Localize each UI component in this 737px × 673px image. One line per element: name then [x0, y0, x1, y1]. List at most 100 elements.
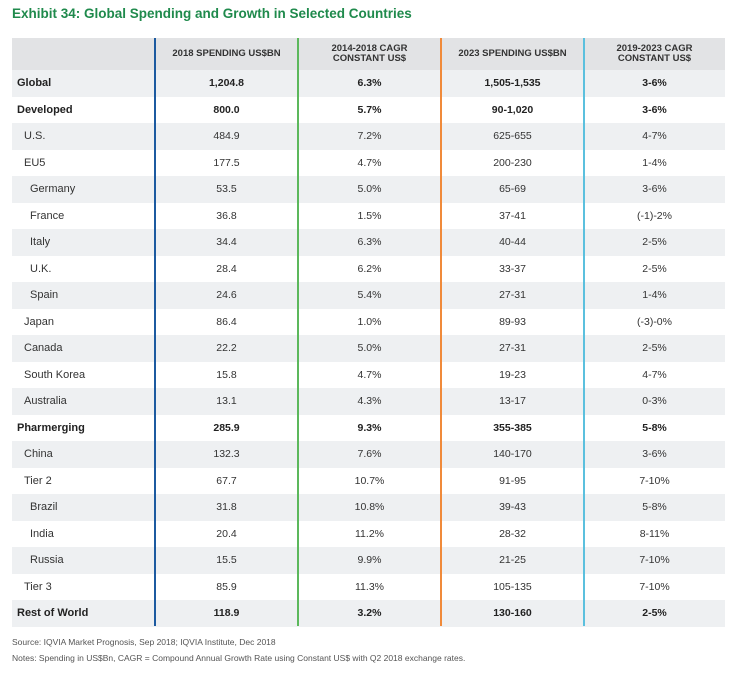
table-row: U.K. 28.4 6.2% 33-37 2-5% — [12, 256, 725, 283]
spending-2023-cell: 140-170 — [493, 448, 532, 461]
table-row: Brazil 31.8 10.8% 39-43 5-8% — [12, 494, 725, 521]
cagr-2019-2023-cell: 2-5% — [642, 607, 667, 620]
spending-2023-cell: 1,505-1,535 — [484, 77, 541, 90]
cagr-2019-2023-cell: 1-4% — [642, 156, 667, 169]
table-row: Tier 3 85.9 11.3% 105-135 7-10% — [12, 574, 725, 601]
cagr-2014-2018-cell: 4.7% — [357, 368, 382, 381]
row-label: Italy — [30, 236, 51, 249]
spending-2018-cell: 15.8 — [216, 368, 237, 381]
row-label: Canada — [24, 342, 63, 355]
header-2014-2018-cagr: 2014-2018 CAGR CONSTANT US$ — [331, 43, 408, 64]
spending-2018-cell: 800.0 — [213, 103, 240, 116]
cagr-2019-2023-cell: 7-10% — [639, 554, 670, 567]
table-row: Germany 53.5 5.0% 65-69 3-6% — [12, 176, 725, 203]
table-row: France 36.8 1.5% 37-41 (-1)-2% — [12, 203, 725, 230]
row-label: Russia — [30, 554, 64, 567]
cagr-2019-2023-cell: 2-5% — [642, 236, 667, 249]
header-2018-spending: 2018 SPENDING US$BN — [172, 48, 281, 59]
spending-2023-cell: 625-655 — [493, 130, 532, 143]
cagr-2019-2023-cell: 5-8% — [642, 501, 667, 514]
cagr-2014-2018-cell: 5.0% — [357, 183, 382, 196]
cagr-2014-2018-cell: 5.4% — [357, 289, 382, 302]
cagr-2014-2018-cell: 6.3% — [357, 236, 382, 249]
table-row: Tier 2 67.7 10.7% 91-95 7-10% — [12, 468, 725, 495]
cagr-2019-2023-cell: 2-5% — [642, 262, 667, 275]
spending-2023-cell: 105-135 — [493, 580, 532, 593]
row-label: Brazil — [30, 501, 58, 514]
row-label: U.S. — [24, 130, 46, 143]
cagr-2014-2018-cell: 6.3% — [357, 77, 382, 90]
table-row: EU5 177.5 4.7% 200-230 1-4% — [12, 150, 725, 177]
spending-2018-cell: 53.5 — [216, 183, 237, 196]
spending-2023-cell: 39-43 — [499, 501, 526, 514]
row-label: Japan — [24, 315, 54, 328]
spending-2018-cell: 285.9 — [213, 421, 240, 434]
cagr-2019-2023-cell: 7-10% — [639, 474, 670, 487]
spending-2018-cell: 86.4 — [216, 315, 237, 328]
cagr-2019-2023-cell: 2-5% — [642, 342, 667, 355]
header-2019-2023-cagr: 2019-2023 CAGR CONSTANT US$ — [616, 43, 693, 64]
spending-2018-cell: 15.5 — [216, 554, 237, 567]
notes: Notes: Spending in US$Bn, CAGR = Compoun… — [12, 653, 466, 663]
table-row: Russia 15.5 9.9% 21-25 7-10% — [12, 547, 725, 574]
table-row: South Korea 15.8 4.7% 19-23 4-7% — [12, 362, 725, 389]
cagr-2014-2018-cell: 4.3% — [357, 395, 382, 408]
cagr-2019-2023-cell: (-3)-0% — [636, 315, 672, 328]
table-row: Global 1,204.8 6.3% 1,505-1,535 3-6% — [12, 70, 725, 97]
cagr-2019-2023-cell: 4-7% — [642, 130, 667, 143]
table-row: Japan 86.4 1.0% 89-93 (-3)-0% — [12, 309, 725, 336]
column-divider-4 — [583, 38, 585, 626]
spending-2018-cell: 20.4 — [216, 527, 237, 540]
source-note: Source: IQVIA Market Prognosis, Sep 2018… — [12, 637, 276, 647]
spending-2018-cell: 28.4 — [216, 262, 237, 275]
spending-2023-cell: 27-31 — [499, 342, 526, 355]
row-label: Global — [17, 77, 52, 90]
cagr-2019-2023-cell: 4-7% — [642, 368, 667, 381]
exhibit-title: Exhibit 34: Global Spending and Growth i… — [12, 6, 412, 21]
spending-2023-cell: 13-17 — [499, 395, 526, 408]
table-row: Italy 34.4 6.3% 40-44 2-5% — [12, 229, 725, 256]
spending-2018-cell: 31.8 — [216, 501, 237, 514]
cagr-2019-2023-cell: 3-6% — [642, 103, 667, 116]
row-label: Developed — [17, 103, 73, 116]
spending-2023-cell: 65-69 — [499, 183, 526, 196]
cagr-2014-2018-cell: 5.7% — [357, 103, 382, 116]
cagr-2014-2018-cell: 7.2% — [357, 130, 382, 143]
cagr-2019-2023-cell: 3-6% — [642, 183, 667, 196]
spending-2018-cell: 67.7 — [216, 474, 237, 487]
row-label: China — [24, 448, 53, 461]
table-row: India 20.4 11.2% 28-32 8-11% — [12, 521, 725, 548]
table-row: Rest of World 118.9 3.2% 130-160 2-5% — [12, 600, 725, 627]
table-header: 2018 SPENDING US$BN 2014-2018 CAGR CONST… — [12, 38, 725, 70]
row-label: France — [30, 209, 65, 222]
spending-2023-cell: 40-44 — [499, 236, 526, 249]
spending-2018-cell: 85.9 — [216, 580, 237, 593]
cagr-2019-2023-cell: 3-6% — [642, 77, 667, 90]
column-divider-1 — [154, 38, 156, 626]
cagr-2014-2018-cell: 7.6% — [357, 448, 382, 461]
cagr-2019-2023-cell: 8-11% — [639, 527, 670, 540]
cagr-2014-2018-cell: 11.2% — [355, 527, 384, 540]
row-label: U.K. — [30, 262, 52, 275]
spending-2018-cell: 36.8 — [216, 209, 237, 222]
spending-2018-cell: 132.3 — [213, 448, 240, 461]
spending-2018-cell: 22.2 — [216, 342, 237, 355]
row-label: Spain — [30, 289, 59, 302]
spending-table: 2018 SPENDING US$BN 2014-2018 CAGR CONST… — [12, 38, 725, 627]
spending-2018-cell: 177.5 — [213, 156, 240, 169]
cagr-2014-2018-cell: 10.8% — [354, 501, 385, 514]
header-country — [12, 38, 155, 70]
spending-2023-cell: 27-31 — [499, 289, 526, 302]
spending-2023-cell: 130-160 — [493, 607, 532, 620]
cagr-2014-2018-cell: 3.2% — [357, 607, 382, 620]
row-label: Tier 2 — [24, 474, 52, 487]
cagr-2014-2018-cell: 5.0% — [357, 342, 382, 355]
spending-2023-cell: 33-37 — [499, 262, 526, 275]
row-label: Tier 3 — [24, 580, 52, 593]
row-label: Germany — [30, 183, 76, 196]
spending-2018-cell: 118.9 — [213, 607, 240, 620]
cagr-2014-2018-cell: 6.2% — [357, 262, 382, 275]
cagr-2014-2018-cell: 1.5% — [357, 209, 382, 222]
cagr-2019-2023-cell: 5-8% — [642, 421, 667, 434]
cagr-2014-2018-cell: 10.7% — [354, 474, 385, 487]
